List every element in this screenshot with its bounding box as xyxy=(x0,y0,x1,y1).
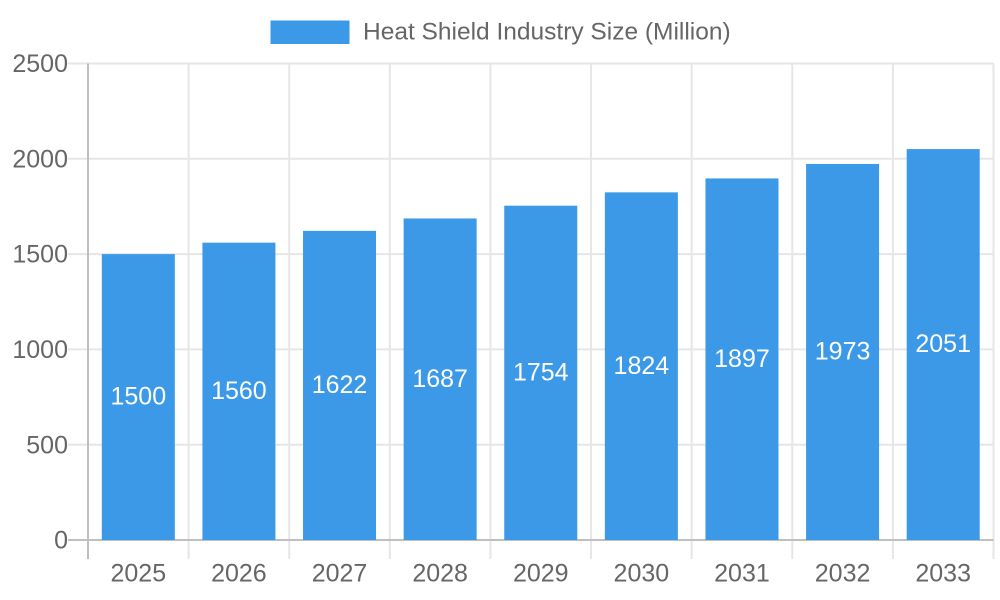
svg-text:2051: 2051 xyxy=(915,330,971,358)
svg-text:0: 0 xyxy=(54,527,68,555)
svg-text:2027: 2027 xyxy=(312,560,368,588)
svg-text:2500: 2500 xyxy=(12,50,68,78)
svg-text:2026: 2026 xyxy=(211,560,267,588)
svg-text:2000: 2000 xyxy=(12,145,68,173)
svg-text:500: 500 xyxy=(26,431,68,459)
svg-text:1000: 1000 xyxy=(12,336,68,364)
svg-text:1824: 1824 xyxy=(614,352,670,380)
svg-text:1500: 1500 xyxy=(110,383,166,411)
svg-text:1973: 1973 xyxy=(815,338,871,366)
svg-text:1687: 1687 xyxy=(412,365,468,393)
svg-text:1897: 1897 xyxy=(714,345,770,373)
svg-text:2025: 2025 xyxy=(110,560,166,588)
svg-text:2033: 2033 xyxy=(915,560,971,588)
svg-text:2031: 2031 xyxy=(714,560,770,588)
svg-text:1500: 1500 xyxy=(12,241,68,269)
svg-text:1754: 1754 xyxy=(513,358,569,386)
svg-text:2028: 2028 xyxy=(412,560,468,588)
svg-text:Heat Shield Industry Size (Mil: Heat Shield Industry Size (Million) xyxy=(363,18,731,45)
svg-text:1622: 1622 xyxy=(312,371,368,399)
svg-text:2030: 2030 xyxy=(614,560,670,588)
svg-text:2032: 2032 xyxy=(815,560,871,588)
svg-text:2029: 2029 xyxy=(513,560,569,588)
svg-text:1560: 1560 xyxy=(211,377,267,405)
